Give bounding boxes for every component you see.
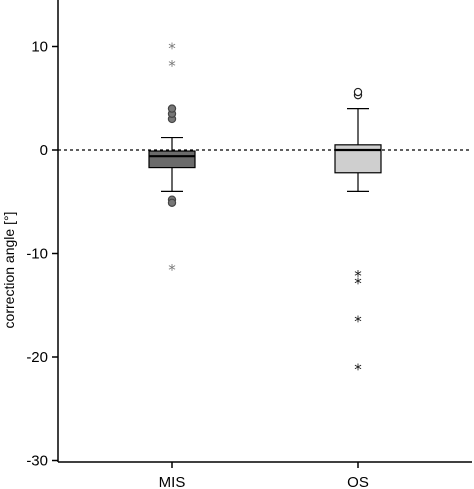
outlier-point xyxy=(167,104,177,113)
y-tick-label: -20 xyxy=(26,349,48,366)
extreme-point: * xyxy=(354,274,362,292)
x-tick-label: MIS xyxy=(159,474,186,489)
extreme-point: * xyxy=(168,57,176,75)
extreme-point: * xyxy=(168,40,176,58)
y-tick-label: -10 xyxy=(26,246,48,263)
extreme-point: * xyxy=(354,267,362,285)
outlier-point xyxy=(353,87,363,97)
extreme-point: * xyxy=(354,360,362,378)
y-tick-label: 10 xyxy=(31,39,48,56)
y-tick-label: 0 xyxy=(40,142,48,159)
x-tick-label: OS xyxy=(347,474,369,489)
extreme-point: * xyxy=(168,261,176,279)
box-mis xyxy=(148,150,196,169)
outlier-point xyxy=(167,198,177,207)
y-axis-title: correction angle [°] xyxy=(1,212,17,329)
y-tick-label: -30 xyxy=(26,453,48,470)
extreme-point: * xyxy=(354,313,362,331)
